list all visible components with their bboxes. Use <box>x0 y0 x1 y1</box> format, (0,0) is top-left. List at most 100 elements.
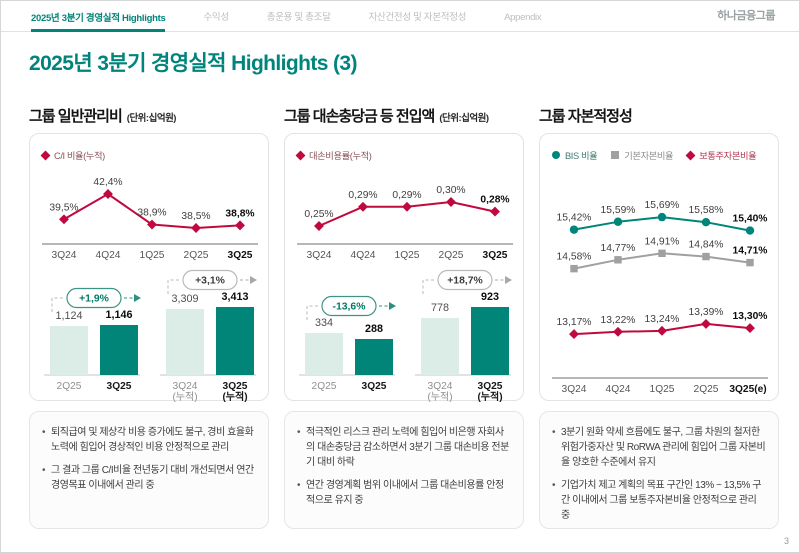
svg-text:3Q24: 3Q24 <box>428 381 453 392</box>
legend-label: BIS 비율 <box>565 151 598 161</box>
svg-text:+1,9%: +1,9% <box>79 294 109 305</box>
svg-text:(누적): (누적) <box>427 391 452 403</box>
svg-text:3Q25: 3Q25 <box>107 381 132 392</box>
legend-label: C/I 비율(누적) <box>54 151 105 161</box>
svg-text:0,25%: 0,25% <box>304 209 333 220</box>
legend-item: C/I 비율(누적) <box>40 148 105 162</box>
tab-highlights[interactable]: 2025년 3분기 경영실적 Highlights <box>31 10 166 32</box>
bullet-list: 적극적인 리스크 관리 노력에 힘입어 비은행 자회사의 대손충당금 감소하면서… <box>297 425 511 508</box>
line-chart: 0,25% 0,29% 0,29% 0,30% 0,28% 3Q24 4Q24 1Q25 2Q2… <box>297 185 513 261</box>
square-marker-icon <box>611 151 620 159</box>
tab-appendix[interactable]: Appendix <box>504 12 542 23</box>
section-capital-adequacy: 그룹 자본적정성 BIS 비율 기본자본비율 보통주자본비율 15,42% 15,59… <box>539 105 779 529</box>
commentary-box: 퇴직급여 및 제상각 비용 증가에도 불구, 경비 효율화 노력에 힘입어 경상… <box>29 411 269 529</box>
line-chart-container: 0,25% 0,29% 0,29% 0,30% 0,28% 3Q24 4Q24 1Q25 2Q2… <box>297 164 513 269</box>
svg-text:3Q25: 3Q25 <box>362 381 387 392</box>
svg-text:1Q25: 1Q25 <box>140 250 165 261</box>
svg-text:14,58%: 14,58% <box>557 252 592 263</box>
bullet-list: 퇴직급여 및 제상각 비용 증가에도 불구, 경비 효율화 노력에 힘입어 경상… <box>42 425 256 493</box>
svg-text:15,59%: 15,59% <box>601 205 636 216</box>
svg-text:0,29%: 0,29% <box>348 190 377 201</box>
svg-text:13,22%: 13,22% <box>601 315 636 326</box>
section-title: 그룹 대손충당금 등 전입액 <box>284 108 435 125</box>
svg-text:2Q25: 2Q25 <box>57 381 82 392</box>
section-title: 그룹 자본적정성 <box>539 108 633 125</box>
commentary-box: 적극적인 리스크 관리 노력에 힘입어 비은행 자회사의 대손충당금 감소하면서… <box>284 411 524 529</box>
svg-text:13,30%: 13,30% <box>733 311 768 322</box>
section-header: 그룹 대손충당금 등 전입액 (단위:십억원) <box>284 105 524 127</box>
bullet-item: 적극적인 리스크 관리 노력에 힘입어 비은행 자회사의 대손충당금 감소하면서… <box>297 425 511 470</box>
diamond-marker-icon <box>685 150 696 160</box>
svg-text:+18,7%: +18,7% <box>447 276 483 287</box>
commentary-box: 3분기 원화 약세 흐름에도 불구, 그룹 차원의 철저한 위험가중자산 및 R… <box>539 411 779 529</box>
svg-text:1,124: 1,124 <box>55 310 82 322</box>
line-chart-container: 39,5% 42,4% 38,9% 38,5% 38,8% 3Q24 4Q24 1Q25 2Q2… <box>42 164 258 269</box>
svg-text:2Q25: 2Q25 <box>439 250 464 261</box>
line-chart: 39,5% 42,4% 38,9% 38,5% 38,8% 3Q24 4Q24 1Q25 2Q2… <box>42 177 258 261</box>
nav-tabs: 2025년 3분기 경영실적 Highlights 수익성 총운용 및 총조달 … <box>31 9 542 32</box>
svg-text:4Q24: 4Q24 <box>351 250 376 261</box>
svg-text:3Q24: 3Q24 <box>307 250 332 261</box>
svg-text:15,42%: 15,42% <box>557 213 592 224</box>
bullet-item: 연간 경영계획 범위 이내에서 그룹 대손비용률 안정적으로 유지 중 <box>297 478 511 508</box>
svg-text:38,5%: 38,5% <box>181 211 210 222</box>
svg-text:0,28%: 0,28% <box>480 195 509 206</box>
svg-text:14,77%: 14,77% <box>601 243 636 254</box>
svg-text:3Q24: 3Q24 <box>562 384 587 395</box>
tab-asset-quality-capital[interactable]: 자산건전성 및 자본적정성 <box>368 12 467 23</box>
svg-text:3Q24: 3Q24 <box>52 250 77 261</box>
legend-item: 대손비용률(누적) <box>295 148 372 162</box>
svg-text:15,40%: 15,40% <box>733 214 768 225</box>
diamond-marker-icon <box>40 150 51 160</box>
content-columns: 그룹 일반관리비 (단위:십억원) C/I 비율(누적) 39,5% 42,4% 3… <box>29 105 779 529</box>
section-header: 그룹 자본적정성 <box>539 105 779 127</box>
svg-text:1Q25: 1Q25 <box>650 384 675 395</box>
legend-item: 보통주자본비율 <box>685 148 757 162</box>
bullet-item: 3분기 원화 약세 흐름에도 불구, 그룹 차원의 철저한 위험가중자산 및 R… <box>552 425 766 470</box>
svg-text:38,8%: 38,8% <box>225 208 254 219</box>
svg-text:13,17%: 13,17% <box>557 317 592 328</box>
legend-label: 보통주자본비율 <box>699 151 757 161</box>
chart-card: BIS 비율 기본자본비율 보통주자본비율 15,42% 15,59% 15,69% 15… <box>539 133 779 401</box>
company-logo: 하나금융그룹 <box>717 10 775 22</box>
svg-text:1Q25: 1Q25 <box>395 250 420 261</box>
svg-text:3Q25(e): 3Q25(e) <box>729 384 766 395</box>
section-header: 그룹 일반관리비 (단위:십억원) <box>29 105 269 127</box>
section-unit-label: (단위:십억원) <box>439 113 489 124</box>
chart-legend: BIS 비율 기본자본비율 보통주자본비율 <box>552 146 766 164</box>
svg-text:3,309: 3,309 <box>171 293 198 305</box>
svg-text:334: 334 <box>315 317 333 329</box>
svg-text:778: 778 <box>431 302 449 314</box>
legend-item: BIS 비율 <box>552 148 598 162</box>
tab-profitability[interactable]: 수익성 <box>203 12 229 23</box>
svg-text:(누적): (누적) <box>477 390 502 403</box>
circle-marker-icon <box>552 151 560 159</box>
page-title: 2025년 3분기 경영실적 Highlights (3) <box>29 52 358 75</box>
top-nav: 2025년 3분기 경영실적 Highlights 수익성 총운용 및 총조달 … <box>1 1 799 32</box>
svg-text:3Q25: 3Q25 <box>483 250 508 261</box>
tab-funding[interactable]: 총운용 및 총조달 <box>266 12 331 23</box>
bullet-item: 퇴직급여 및 제상각 비용 증가에도 불구, 경비 효율화 노력에 힘입어 경상… <box>42 425 256 455</box>
chart-legend: 대손비용률(누적) <box>295 146 511 164</box>
svg-text:0,29%: 0,29% <box>392 190 421 201</box>
section-title: 그룹 일반관리비 <box>29 108 123 125</box>
svg-text:2Q25: 2Q25 <box>694 384 719 395</box>
svg-text:4Q24: 4Q24 <box>606 384 631 395</box>
svg-text:4Q24: 4Q24 <box>96 250 121 261</box>
svg-text:13,39%: 13,39% <box>689 307 724 318</box>
svg-text:-13,6%: -13,6% <box>333 302 366 313</box>
bar-chart-container: 334 2Q25 288 3Q25 -13,6% 778 3Q24 (누적) 923 3Q25 (누… <box>297 269 512 412</box>
svg-text:14,91%: 14,91% <box>645 236 680 247</box>
svg-text:(누적): (누적) <box>222 390 247 403</box>
svg-text:288: 288 <box>365 323 383 335</box>
svg-text:14,71%: 14,71% <box>733 246 768 257</box>
svg-text:1,146: 1,146 <box>105 309 132 321</box>
svg-text:3Q24: 3Q24 <box>173 381 198 392</box>
svg-text:3Q25: 3Q25 <box>223 381 248 392</box>
chart-card: 대손비용률(누적) 0,25% 0,29% 0,29% 0,30% 0,28% 3Q24 4… <box>284 133 524 403</box>
svg-text:(누적): (누적) <box>172 391 197 403</box>
chart-card: C/I 비율(누적) 39,5% 42,4% 38,9% 38,5% 38,8% 3Q24… <box>29 133 269 403</box>
legend-label: 기본자본비율 <box>624 151 674 161</box>
